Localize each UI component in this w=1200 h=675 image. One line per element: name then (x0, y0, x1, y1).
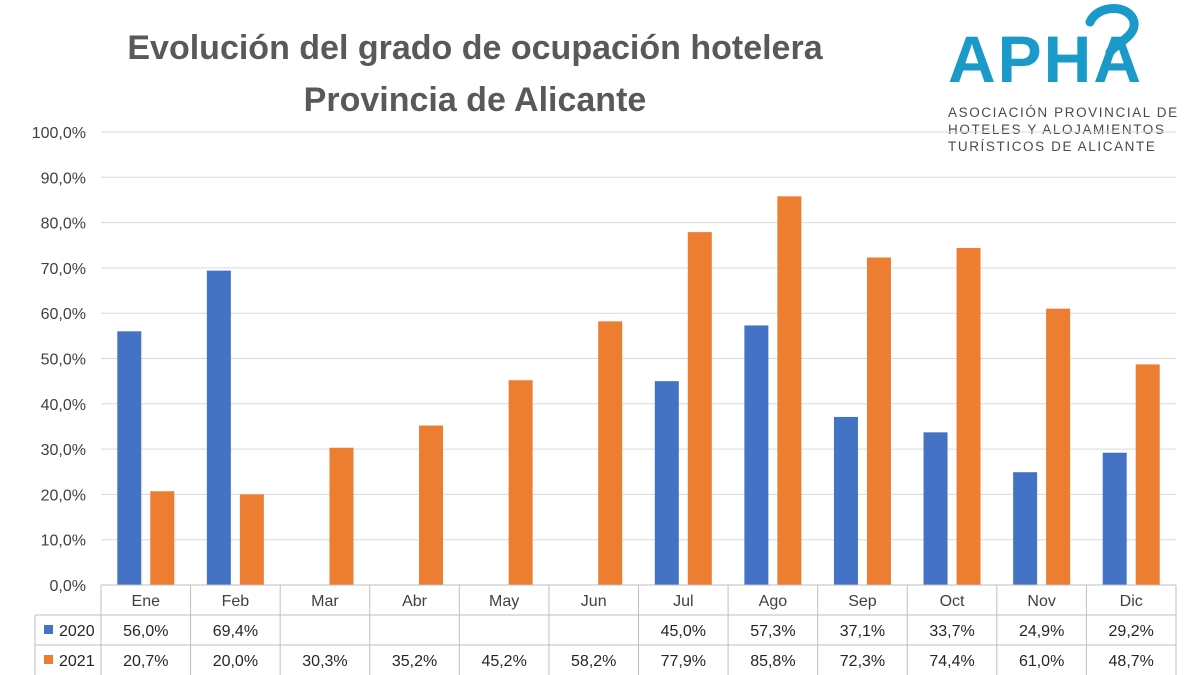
logo-line-2: HOTELES Y ALOJAMIENTOS (948, 122, 1166, 137)
x-category-label: Ago (759, 593, 788, 610)
data-label-2020: 69,4% (213, 623, 258, 640)
x-category-label: Jun (581, 593, 607, 610)
bar-2020-feb (206, 270, 231, 585)
bar-2020-ago (744, 325, 769, 585)
x-category-label: Jul (673, 593, 693, 610)
data-label-2020: 56,0% (123, 623, 168, 640)
bar-2021-jun (598, 321, 623, 585)
data-label-2021: 77,9% (661, 653, 706, 670)
y-tick-label: 30,0% (41, 442, 86, 459)
y-tick-label: 90,0% (41, 170, 86, 187)
bar-2020-nov (1013, 472, 1038, 585)
data-label-2020: 37,1% (840, 623, 885, 640)
apha-logo: APHA (948, 4, 1143, 96)
y-tick-label: 70,0% (41, 261, 86, 278)
y-tick-label: 20,0% (41, 487, 86, 504)
bar-2021-ago (777, 196, 802, 586)
bar-2021-feb (239, 494, 264, 585)
x-category-label: Dic (1120, 593, 1143, 610)
y-tick-label: 0,0% (50, 578, 86, 595)
data-label-2021: 20,7% (123, 653, 168, 670)
data-label-2021: 72,3% (840, 653, 885, 670)
data-label-2021: 48,7% (1109, 653, 1154, 670)
bar-2020-dic (1102, 452, 1127, 585)
bar-2021-may (508, 380, 533, 585)
data-label-2020: 29,2% (1109, 623, 1154, 640)
legend-key-2020 (44, 625, 53, 634)
bar-2020-oct (923, 432, 948, 585)
data-label-2020: 33,7% (929, 623, 974, 640)
data-label-2021: 30,3% (302, 653, 347, 670)
data-label-2020: 24,9% (1019, 623, 1064, 640)
bar-2021-mar (329, 447, 354, 585)
legend-label-2021: 2021 (59, 653, 95, 670)
data-label-2021: 45,2% (481, 653, 526, 670)
bar-2021-nov (1046, 308, 1071, 585)
x-category-label: Oct (940, 593, 965, 610)
logo-wordmark: APHA (948, 22, 1143, 96)
data-label-2020: 45,0% (661, 623, 706, 640)
bar-2021-jul (687, 232, 712, 585)
y-tick-label: 100,0% (32, 125, 86, 142)
y-tick-label: 10,0% (41, 533, 86, 550)
logo-line-3: TURÍSTICOS DE ALICANTE (948, 139, 1157, 154)
bar-2021-ene (150, 491, 175, 585)
x-category-label: Feb (222, 593, 250, 610)
logo-caption: ASOCIACIÓN PROVINCIAL DE HOTELES Y ALOJA… (948, 104, 1178, 155)
x-category-label: Mar (311, 593, 339, 610)
data-label-2021: 58,2% (571, 653, 616, 670)
x-category-label: Nov (1027, 593, 1055, 610)
legend-label-2020: 2020 (59, 623, 95, 640)
x-category-label: Ene (132, 593, 161, 610)
bar-2021-sep (866, 257, 891, 585)
bar-2021-abr (419, 425, 444, 585)
data-label-2021: 85,8% (750, 653, 795, 670)
data-label-2021: 74,4% (929, 653, 974, 670)
data-label-2021: 61,0% (1019, 653, 1064, 670)
y-tick-label: 80,0% (41, 216, 86, 233)
y-tick-label: 50,0% (41, 352, 86, 369)
data-label-2021: 35,2% (392, 653, 437, 670)
x-category-label: May (489, 593, 519, 610)
bar-2021-dic (1135, 364, 1160, 585)
bar-2021-oct (956, 247, 981, 585)
data-label-2020: 57,3% (750, 623, 795, 640)
chart-title: Evolución del grado de ocupación hoteler… (60, 22, 890, 126)
title-line-1: Evolución del grado de ocupación hoteler… (127, 29, 823, 67)
legend-key-2021 (44, 655, 53, 664)
data-label-2021: 20,0% (213, 653, 258, 670)
bar-2020-sep (833, 416, 858, 585)
bar-2020-jul (654, 381, 679, 585)
logo-swirl-icon (1085, 4, 1139, 57)
y-tick-label: 60,0% (41, 306, 86, 323)
x-category-label: Sep (848, 593, 877, 610)
bar-2020-ene (117, 331, 142, 585)
title-line-2: Provincia de Alicante (303, 81, 647, 119)
x-category-label: Abr (402, 593, 428, 610)
logo-line-1: ASOCIACIÓN PROVINCIAL DE (948, 105, 1179, 120)
y-tick-label: 40,0% (41, 397, 86, 414)
